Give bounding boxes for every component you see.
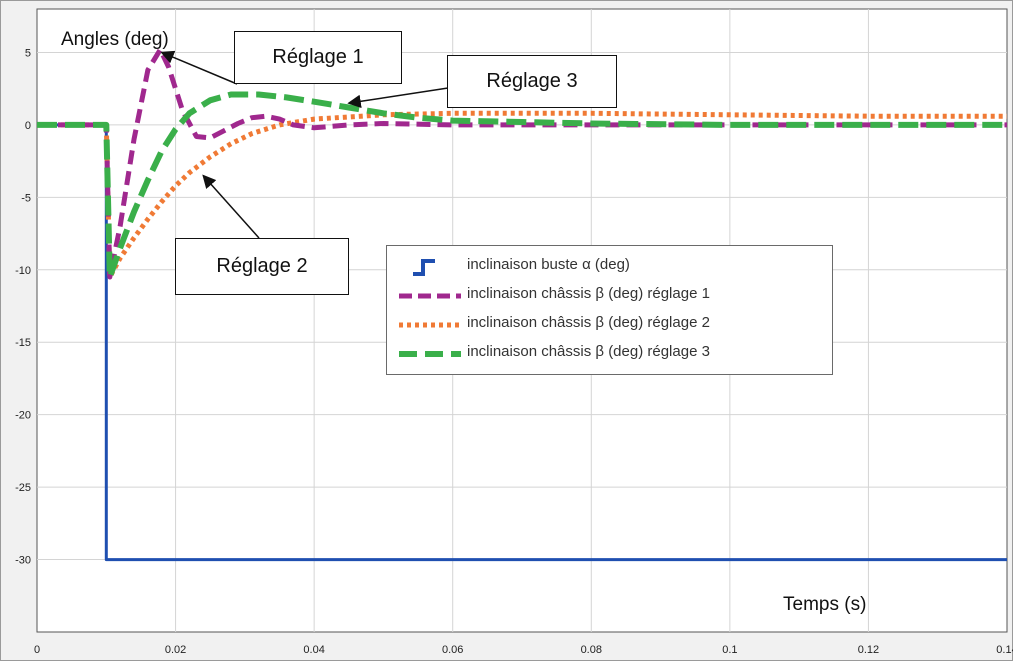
annotation-arrow (202, 174, 260, 239)
y-tick-label: 0 (25, 120, 31, 132)
series-line-1 (37, 47, 1007, 280)
x-tick-label: 0 (34, 644, 40, 656)
legend-swatch-reglage-3 (399, 351, 461, 357)
annotation-arrow (160, 50, 238, 85)
x-tick-label: 0.14 (996, 644, 1013, 656)
x-tick-label: 0.12 (858, 644, 879, 656)
legend: inclinaison buste α (deg) inclinaison ch… (386, 245, 833, 375)
legend-label-reglage-3: inclinaison châssis β (deg) réglage 3 (467, 343, 710, 360)
series-layer (37, 47, 1007, 562)
legend-swatch-reglage-2 (399, 322, 461, 328)
annotation-arrows (160, 50, 449, 239)
y-tick-labels: 5 0 -5 -10 -15 -20 -25 -30 (15, 47, 31, 566)
callout-reglage-1: Réglage 1 (234, 31, 402, 84)
series-line-2 (37, 110, 1007, 280)
x-tick-labels: 0 0.02 0.04 0.06 0.08 0.1 0.12 0.14 (34, 644, 1013, 656)
y-tick-label: -15 (15, 337, 31, 349)
series-line-3 (37, 91, 1007, 280)
legend-label-reglage-2: inclinaison châssis β (deg) réglage 2 (467, 314, 710, 331)
x-tick-label: 0.04 (303, 644, 324, 656)
x-axis-title: Temps (s) (783, 594, 866, 615)
x-tick-label: 0.1 (722, 644, 737, 656)
annotation-arrow (347, 87, 449, 109)
callout-reglage-3: Réglage 3 (447, 55, 617, 108)
y-tick-label: -30 (15, 555, 31, 567)
x-tick-label: 0.06 (442, 644, 463, 656)
callout-reglage-2-text: Réglage 2 (216, 255, 308, 277)
legend-item-reglage-1: inclinaison châssis β (deg) réglage 1 (387, 283, 832, 312)
callout-reglage-3-text: Réglage 3 (486, 70, 578, 92)
legend-item-buste: inclinaison buste α (deg) (387, 254, 832, 283)
legend-item-reglage-3: inclinaison châssis β (deg) réglage 3 (387, 341, 832, 370)
legend-swatch-reglage-1 (399, 293, 461, 299)
legend-item-reglage-2: inclinaison châssis β (deg) réglage 2 (387, 312, 832, 341)
y-tick-label: 5 (25, 47, 31, 59)
x-tick-label: 0.02 (165, 644, 186, 656)
y-axis-title: Angles (deg) (61, 29, 169, 50)
legend-label-buste: inclinaison buste α (deg) (467, 256, 630, 273)
y-tick-label: -10 (15, 265, 31, 277)
legend-swatch-buste (413, 259, 435, 276)
y-tick-label: -25 (15, 482, 31, 494)
y-tick-label: -20 (15, 410, 31, 422)
x-tick-label: 0.08 (581, 644, 602, 656)
callout-reglage-1-text: Réglage 1 (272, 46, 364, 68)
y-tick-label: -5 (21, 192, 31, 204)
callout-reglage-2: Réglage 2 (175, 238, 349, 295)
legend-label-reglage-1: inclinaison châssis β (deg) réglage 1 (467, 285, 710, 302)
